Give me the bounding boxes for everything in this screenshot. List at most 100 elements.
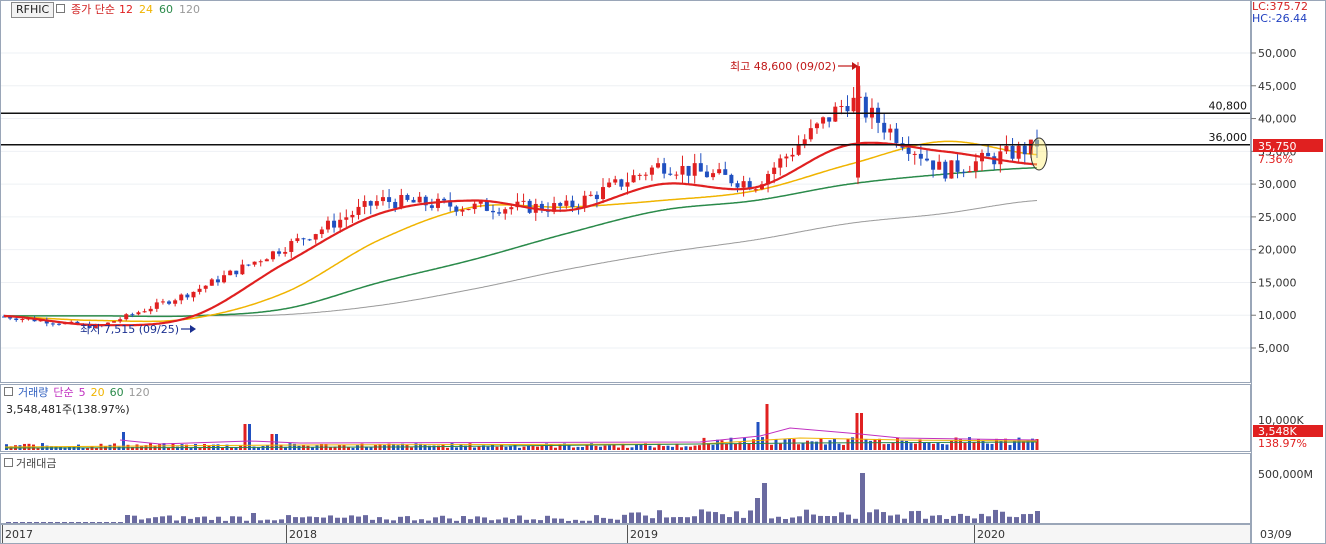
volume-bar [603,445,607,450]
amount-bar [1007,516,1012,523]
volume-axis-tick: 10,000K [1258,414,1304,427]
amount-bar [482,517,487,523]
volume-bar [149,443,152,450]
volume-bar [774,438,778,450]
candle-body [747,181,752,190]
candle-body [637,174,642,176]
ticker-label[interactable]: RFHIC [11,2,55,18]
volume-bar [914,443,917,450]
candle-body [270,251,275,260]
volume-bar [131,447,134,450]
candle-body [478,201,483,204]
amount-box-icon [4,458,13,467]
volume-bar [797,444,800,450]
volume-bar [63,447,67,450]
price-tick-label: 50,000 [1258,47,1297,60]
amount-bar [860,473,865,523]
candle-body [876,107,881,123]
volume-bar [954,437,958,450]
candle-body [558,203,563,206]
volume-label: 거래량 [18,386,49,399]
candle-body [442,198,447,201]
candle-body [228,270,233,276]
volume-bar [81,447,85,450]
high-annotation: 최고 48,600 (09/02) [730,60,836,73]
volume-bar [464,445,467,450]
candles [2,62,1039,329]
volume-bar [986,443,989,450]
candle-body [332,220,337,228]
amount-bar [531,519,536,523]
volume-bar [482,445,485,450]
volume-bar [851,437,854,450]
amount-bar [594,515,599,523]
volume-bar [837,443,841,450]
volume-bar [203,443,206,450]
candle-body [38,320,43,322]
candle-body [570,200,575,208]
candle-body [833,106,838,122]
amount-bar [300,517,305,523]
volume-bar [243,424,247,450]
volume-bar [162,443,166,450]
volume-bar [239,445,242,450]
volume-bar [648,445,652,450]
volume-bar [864,438,868,450]
candle-body [374,201,379,206]
amount-bar [139,519,144,523]
amount-bar [160,516,165,523]
volume-bar [711,444,715,450]
candle-body [808,128,813,140]
amount-bar [454,520,459,523]
candle-body [912,153,917,155]
volume-bar [869,440,872,450]
amount-bar [741,517,746,523]
volume-bar [248,424,251,450]
volume-bar [284,446,287,450]
candle-body [14,318,19,321]
amount-bar [447,518,452,523]
volume-bar [653,447,656,450]
volume-bar [288,443,292,450]
amount-bar [608,518,613,523]
amount-bar [790,517,795,523]
amount-bar [90,522,95,523]
amount-bar [895,514,900,523]
amount-bar [846,514,851,523]
low-arrow-icon [190,325,196,333]
volume-tag-pct: 138.97% [1258,437,1307,450]
amount-bar [412,520,417,523]
amount-bar [167,515,172,523]
volume-bar [824,444,827,450]
amount-bar [839,512,844,523]
amount-bar [426,520,431,523]
amount-bar [237,516,242,523]
volume-ma5-path [119,427,1038,445]
amount-bar [965,515,970,523]
time-label: 2020 [977,528,1005,541]
amount-bar [258,520,263,523]
candle-body [429,205,434,208]
volume-bar [176,446,179,450]
volume-bar [891,442,895,450]
candle-body [1022,145,1027,155]
volume-bar [990,443,994,450]
amount-bar [811,514,816,523]
volume-bar [513,444,517,450]
candle-body [173,300,178,304]
amount-bar [902,518,907,523]
candle-body [203,285,208,289]
volume-bar [171,443,175,450]
candle-body [338,219,343,228]
candle-body [924,158,929,161]
volume-bar [441,444,445,450]
amount-bar [930,515,935,523]
volume-bar [365,446,368,450]
amount-bar [55,522,60,523]
amount-bar [993,509,998,523]
amount-bar [727,517,732,523]
volume-bar [662,446,665,450]
amount-bar [230,516,235,523]
right-axis-frame [1251,0,1326,544]
volume-bar [941,444,944,450]
